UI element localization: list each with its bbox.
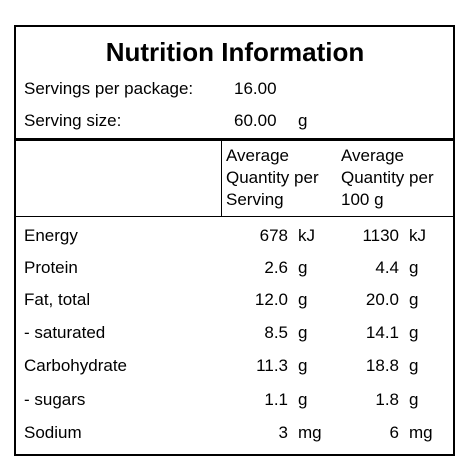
fat-total-per-serving-value: 12.0: [254, 290, 288, 309]
sodium-per-serving-value: 3: [278, 423, 288, 442]
energy-per-serving-unit: kJ: [298, 226, 315, 245]
nutrient-name-sodium: Sodium: [24, 423, 82, 442]
nutrient-name-carbohydrate: Carbohydrate: [24, 356, 128, 375]
serving-size-label: Serving size:: [24, 111, 122, 130]
serving-size-unit: g: [298, 111, 308, 130]
nutrition-panel: [14, 25, 455, 456]
header-divider: [16, 216, 453, 217]
sodium-per-100g-unit: mg: [409, 423, 433, 442]
saturated-per-100g-unit: g: [409, 323, 419, 342]
energy-per-serving-value: 678: [259, 226, 288, 245]
carbohydrate-per-100g-value: 18.8: [365, 356, 399, 375]
fat-total-per-100g-value: 20.0: [365, 290, 399, 309]
per-100g-header-line-1: Average: [341, 146, 405, 165]
panel-title: Nutrition Information: [105, 37, 365, 67]
sugars-per-100g-unit: g: [409, 390, 419, 409]
protein-per-serving-value: 2.6: [264, 258, 288, 277]
serving-size-value: 60.00: [234, 111, 277, 130]
servings-divider: [16, 138, 453, 141]
energy-per-100g-value: 1130: [362, 226, 399, 245]
protein-per-serving-unit: g: [298, 258, 308, 277]
sugars-per-serving-unit: g: [298, 390, 308, 409]
energy-per-100g-unit: kJ: [409, 226, 426, 245]
carbohydrate-per-100g-unit: g: [409, 356, 419, 375]
fat-total-per-serving-unit: g: [298, 290, 308, 309]
servings-per-package-value: 16.00: [234, 79, 277, 98]
nutrient-name-saturated: - saturated: [24, 323, 106, 342]
per-serving-header-line-2: Quantity per: [226, 168, 319, 187]
carbohydrate-per-serving-value: 11.3: [256, 356, 288, 375]
fat-total-per-100g-unit: g: [409, 290, 419, 309]
servings-per-package-label: Servings per package:: [24, 79, 194, 98]
sugars-per-serving-value: 1.1: [264, 390, 288, 409]
per-serving-header-line-3: Serving: [226, 190, 284, 209]
saturated-per-100g-value: 14.1: [365, 323, 399, 342]
saturated-per-serving-unit: g: [298, 323, 308, 342]
sodium-per-100g-value: 6: [389, 423, 399, 442]
saturated-per-serving-value: 8.5: [264, 323, 288, 342]
header-divider-vertical: [221, 141, 222, 217]
per-100g-header-line-3: 100 g: [341, 190, 384, 209]
sodium-per-serving-unit: mg: [298, 423, 322, 442]
protein-per-100g-unit: g: [409, 258, 419, 277]
per-serving-header-line-1: Average: [226, 146, 290, 165]
per-100g-header-line-2: Quantity per: [341, 168, 434, 187]
carbohydrate-per-serving-unit: g: [298, 356, 308, 375]
protein-per-100g-value: 4.4: [375, 258, 399, 277]
sugars-per-100g-value: 1.8: [375, 390, 399, 409]
nutrient-name-sugars: - sugars: [24, 390, 86, 409]
nutrient-name-protein: Protein: [24, 258, 78, 277]
nutrient-name-energy: Energy: [24, 226, 78, 245]
nutrient-name-fat-total: Fat, total: [24, 290, 91, 309]
